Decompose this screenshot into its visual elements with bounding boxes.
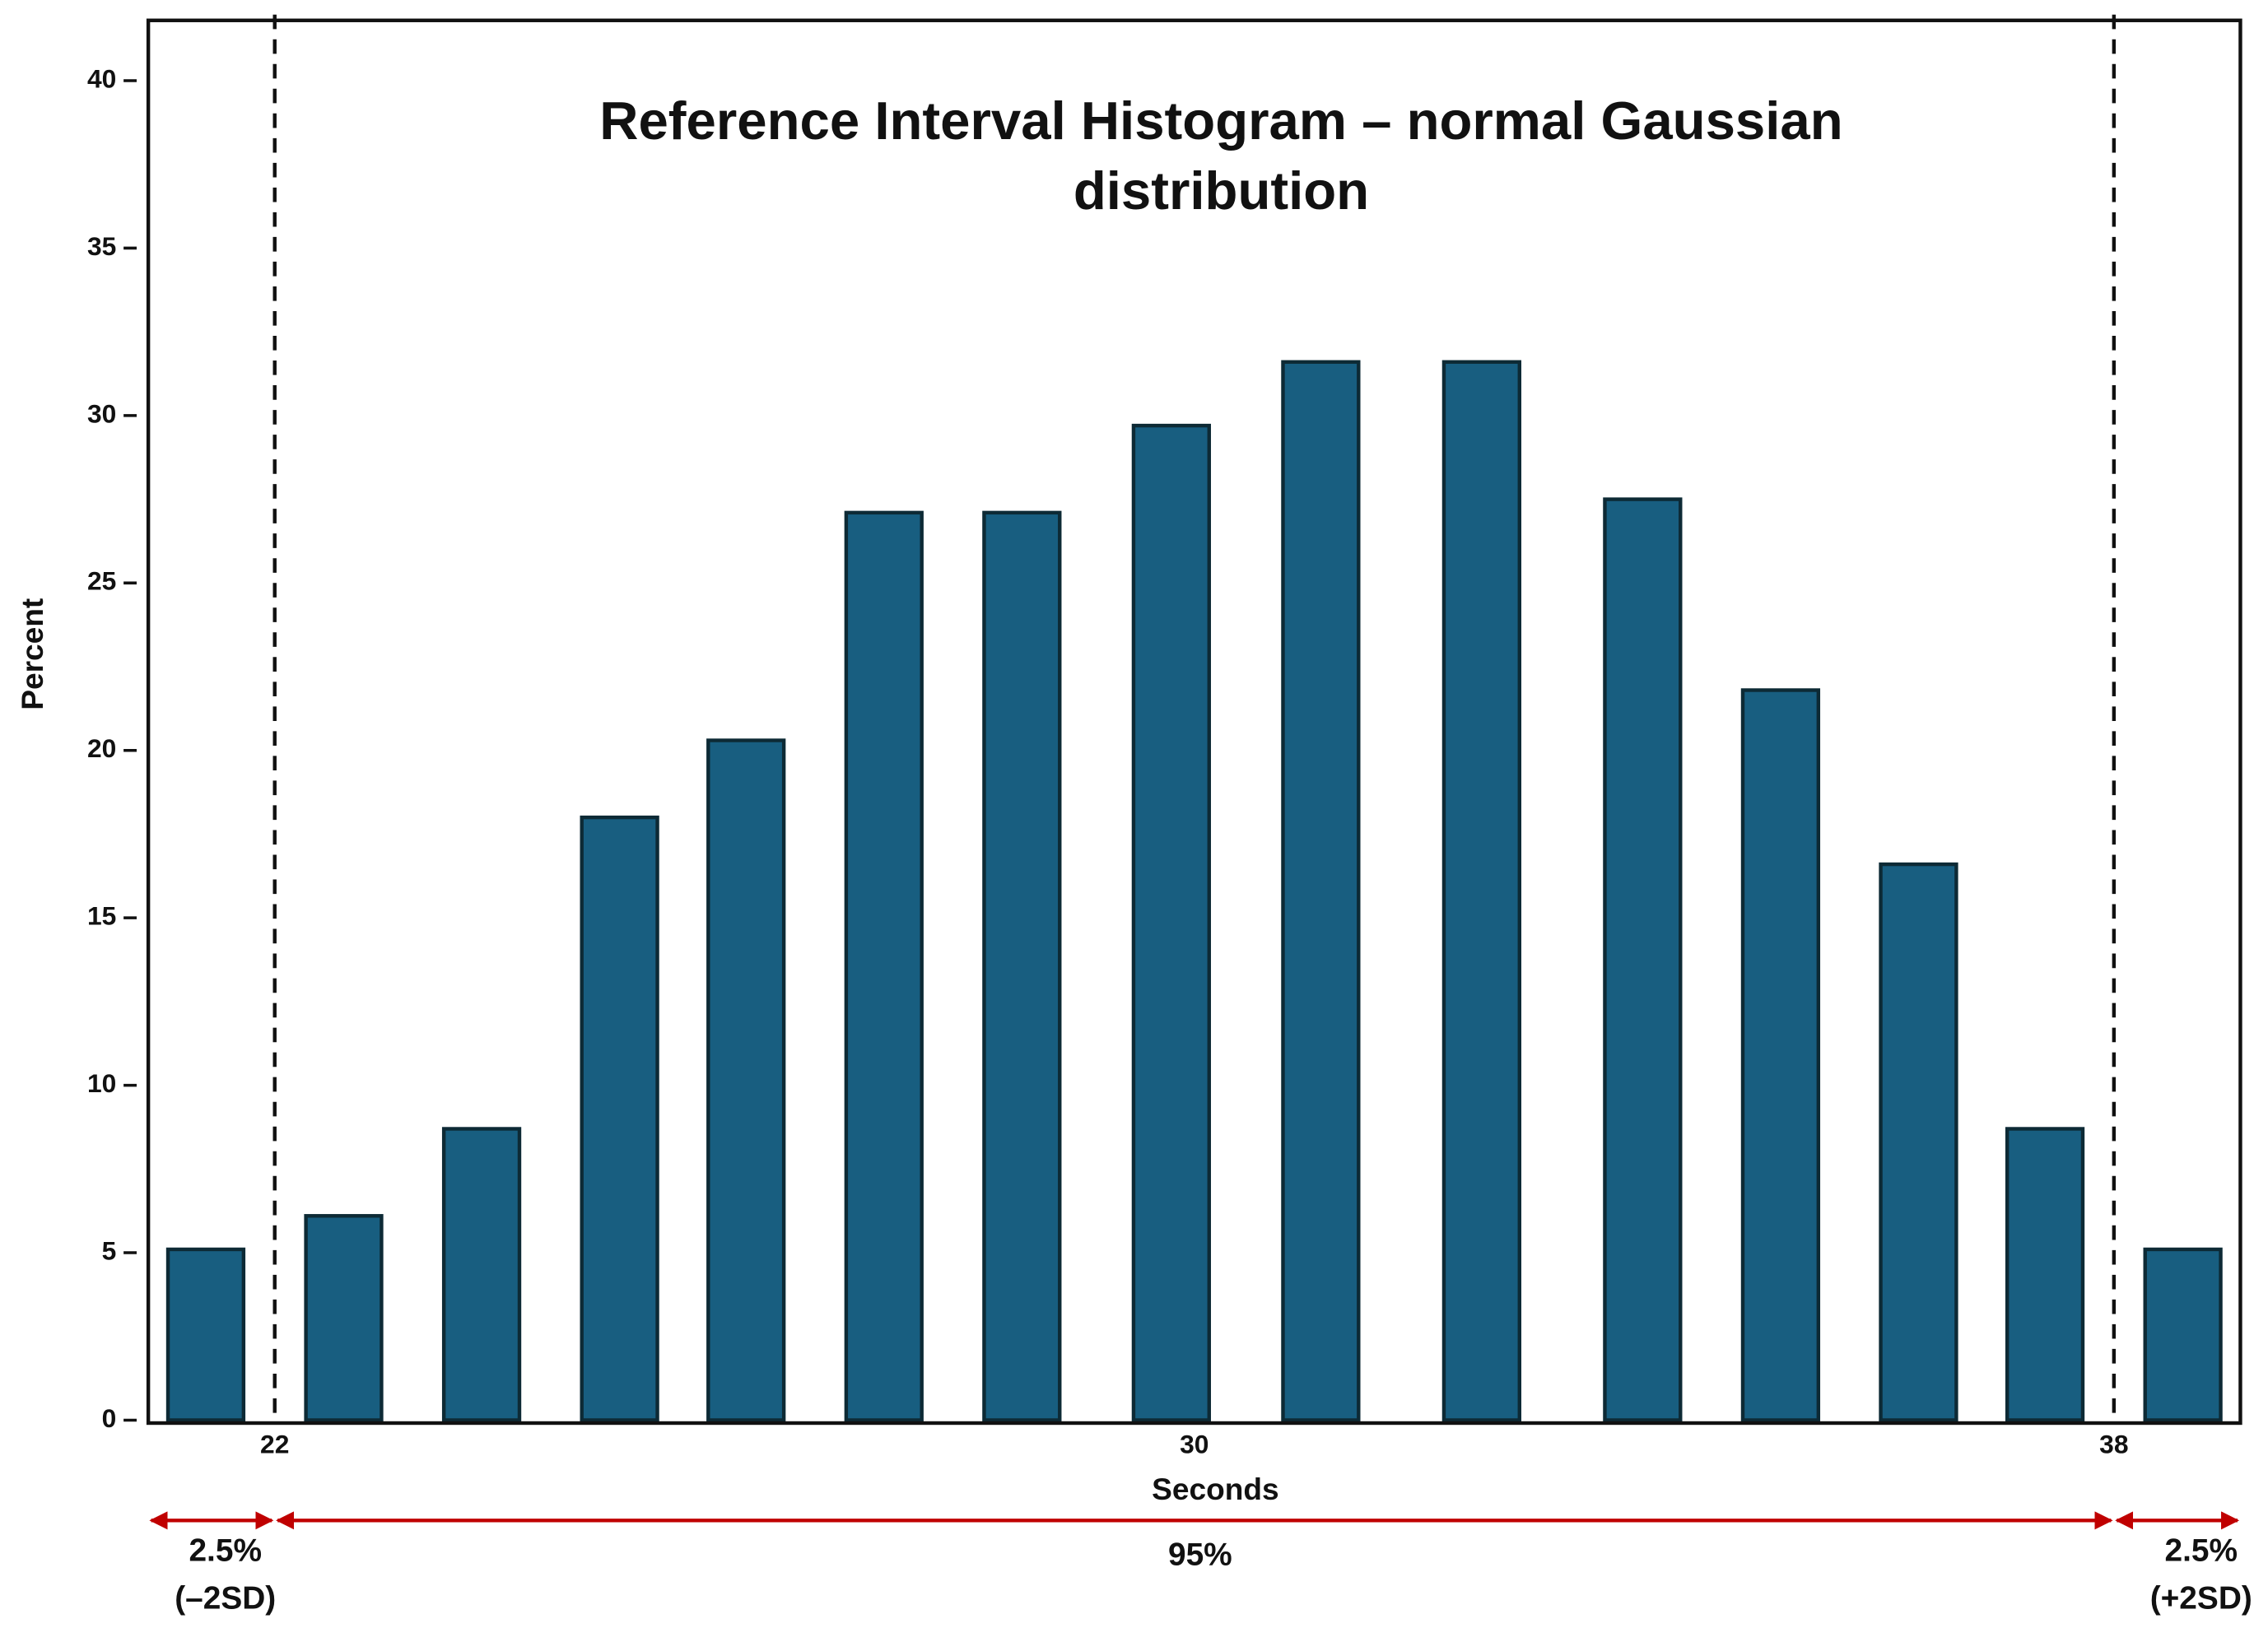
bar [1131,423,1211,1422]
bar [1441,360,1521,1422]
bar [165,1247,246,1422]
y-tick-label: 30 [87,398,116,428]
bar [844,510,924,1422]
bar [706,738,786,1422]
y-axis-title: Percent [15,598,49,710]
bar [2143,1247,2223,1422]
y-tick-label: 40 [87,63,116,93]
y-tick-label: 25 [87,566,116,596]
span-label: 2.5% [189,1533,262,1568]
span-label: (–2SD) [175,1581,276,1616]
span-label: 95% [1168,1537,1232,1573]
x-tick-label: 22 [260,1430,289,1459]
chart-title: distribution [1073,160,1369,221]
bar [580,815,659,1422]
bar [441,1127,522,1422]
span-label: (+2SD) [2150,1581,2252,1616]
y-tick-label: 5 [102,1235,117,1265]
chart-title: Reference Interval Histogram – normal Ga… [599,91,1842,151]
span-label: 2.5% [2164,1533,2238,1568]
bar [982,510,1062,1422]
y-tick-label: 15 [87,901,116,931]
bar [304,1214,384,1422]
bar [1603,497,1683,1422]
y-tick-label: 35 [87,231,116,261]
bar [1879,862,1958,1422]
bar [1281,360,1361,1422]
x-tick-label: 30 [1180,1430,1209,1459]
y-tick-label: 20 [87,733,116,763]
y-tick-label: 0 [102,1403,117,1433]
x-axis-title: Seconds [1152,1472,1279,1506]
bar [2005,1127,2085,1422]
y-tick-label: 10 [87,1068,116,1098]
bar [1740,688,1821,1422]
x-tick-label: 38 [2099,1430,2128,1459]
plot-frame [146,18,2242,1426]
